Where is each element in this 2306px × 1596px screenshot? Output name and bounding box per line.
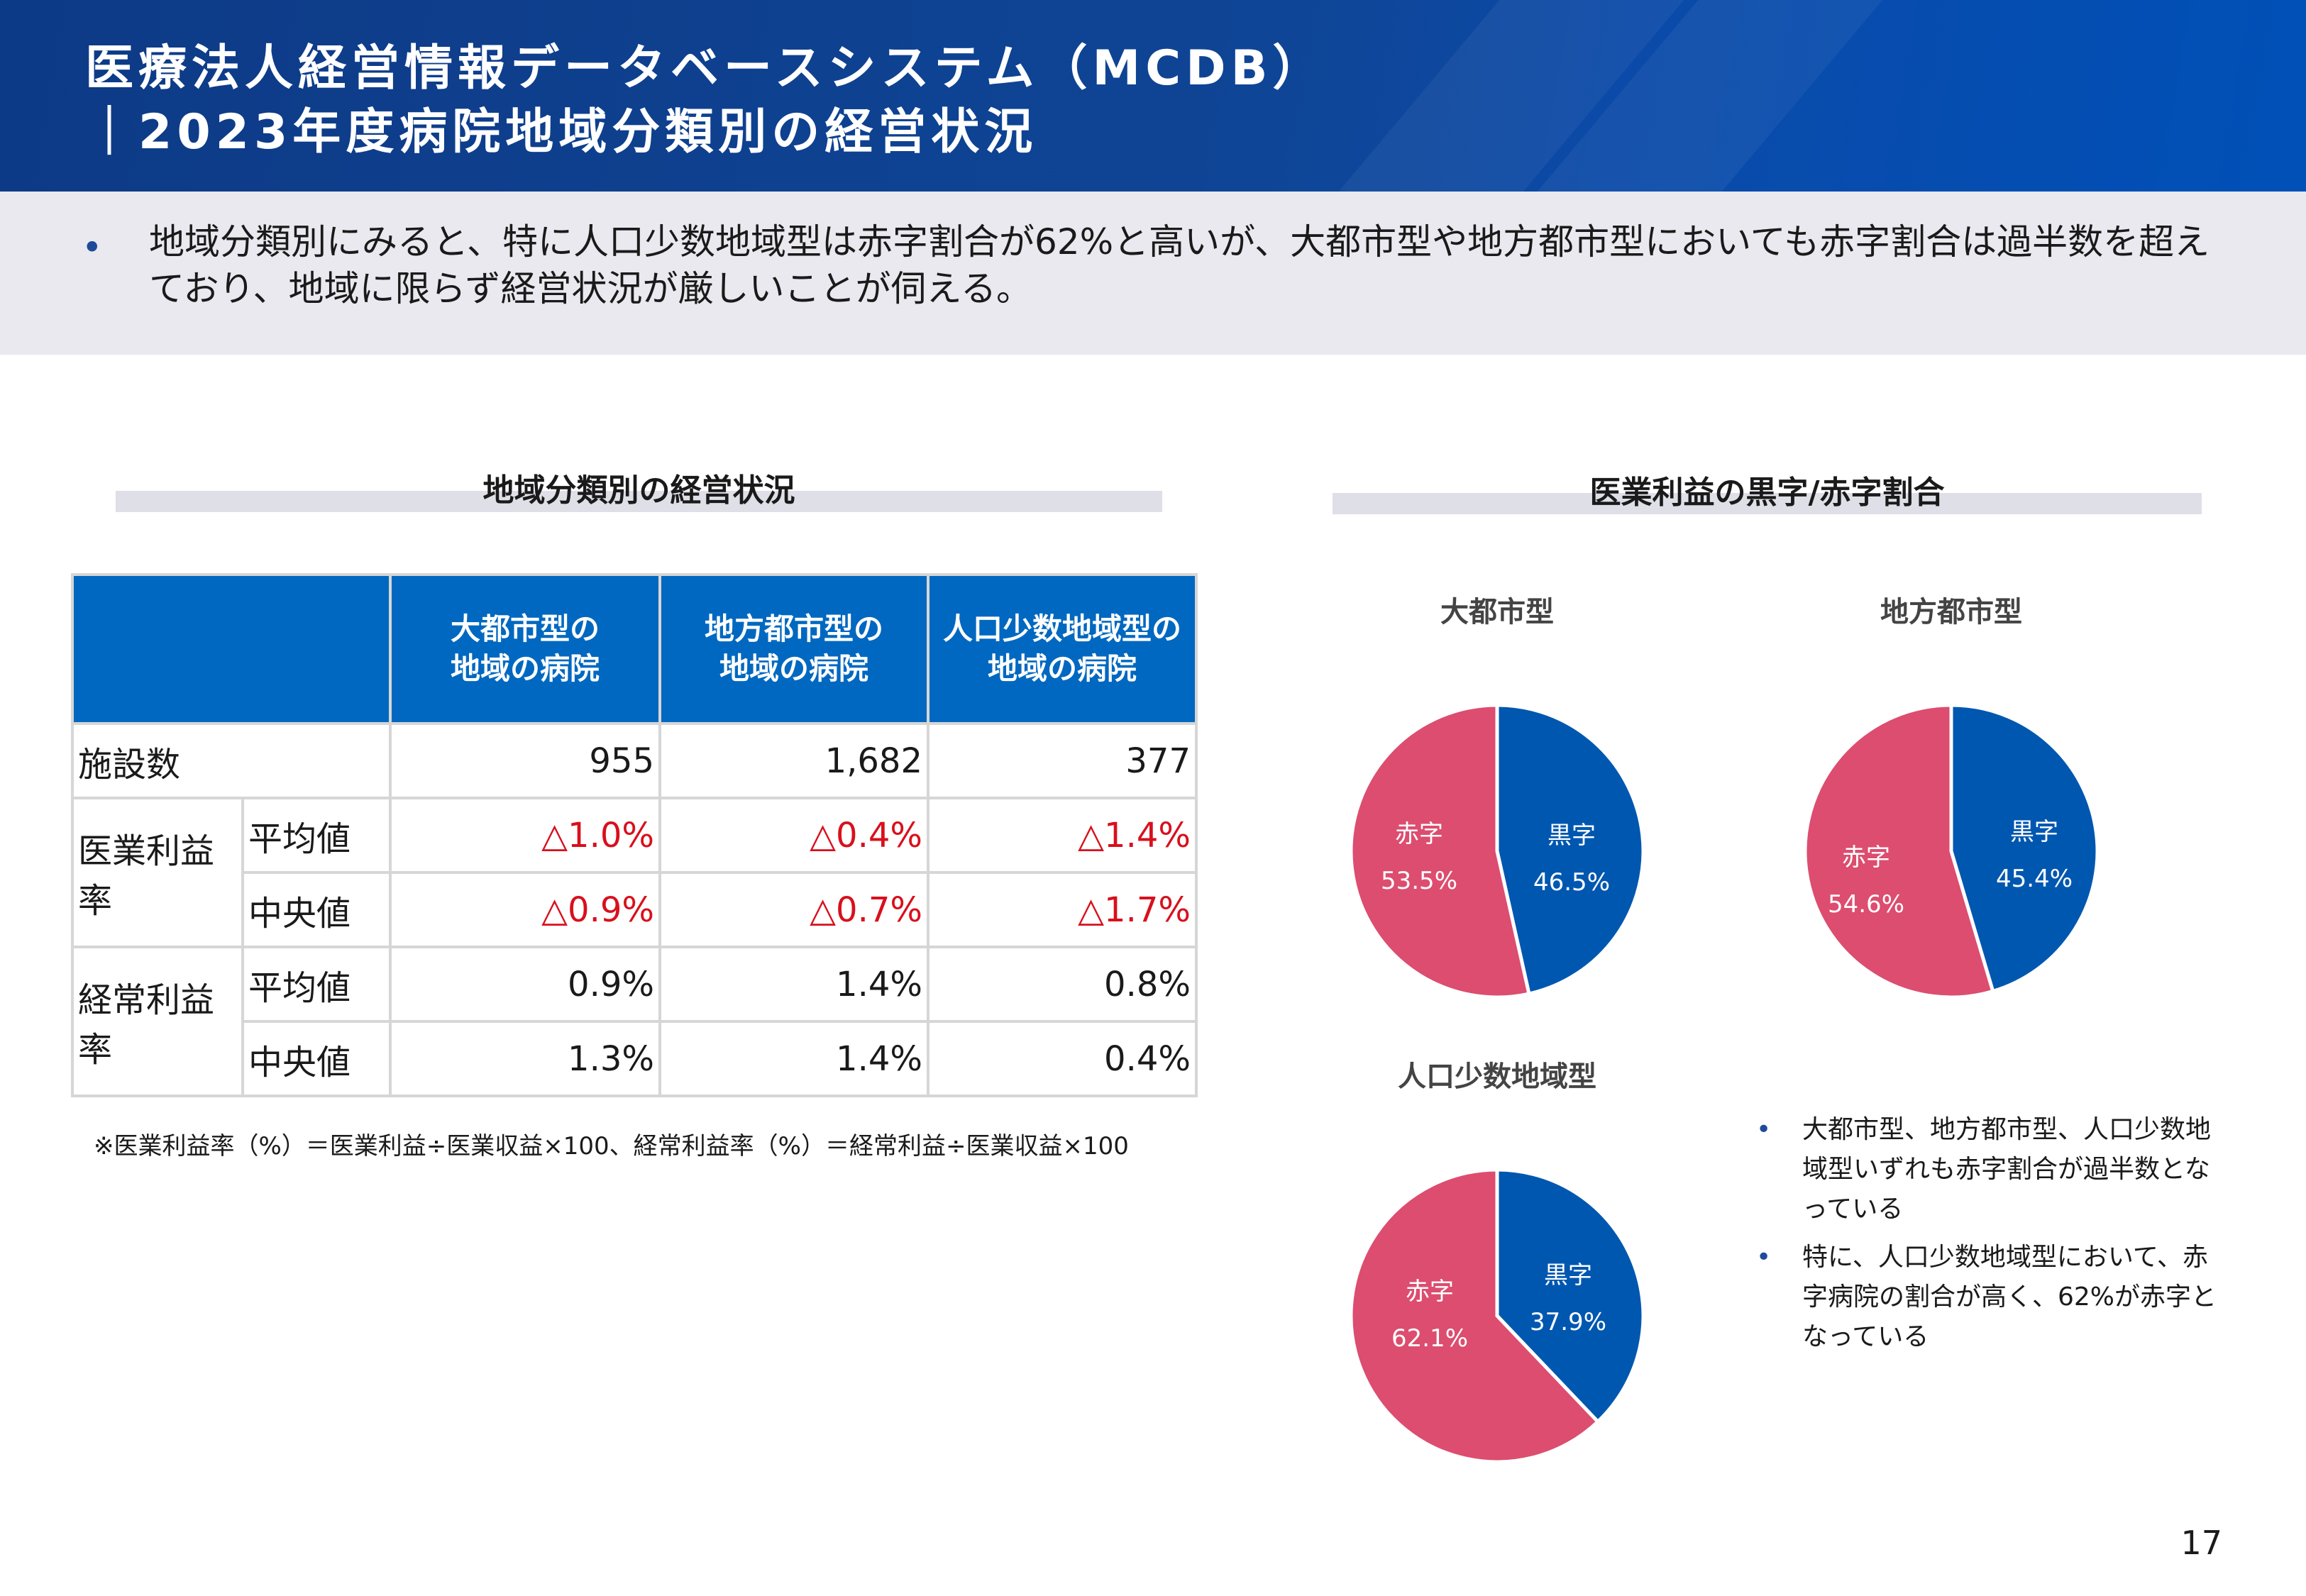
slice-value: 54.6% [1827, 890, 1904, 919]
summary-bullet: • [82, 227, 103, 268]
table-footnote: ※医業利益率（%）＝医業利益÷医業収益×100、経常利益率（%）＝経常利益÷医業… [94, 1132, 1129, 1160]
pie-slice-red [1349, 1168, 1601, 1464]
pie-chart-metro [1349, 703, 1645, 999]
pie-slice-red [1349, 703, 1531, 999]
table-row: 施設数 955 1,682 377 [71, 722, 1198, 799]
row-sublabel-avg: 平均値 [241, 946, 392, 1023]
row-label-facilities: 施設数 [71, 722, 392, 799]
slice-name: 赤字 [1406, 1278, 1454, 1306]
slice-name: 黒字 [2010, 818, 2058, 846]
pie-label-black: 黒字 46.5% [1501, 812, 1643, 906]
pie-chart-regional [1803, 703, 2100, 999]
cell-value: △1.0% [389, 797, 661, 874]
pie-title-metro: 大都市型 [1440, 596, 1554, 628]
cell-value: 0.9% [389, 946, 661, 1023]
header-banner: 医療法人経営情報データベースシステム（MCDB） ｜2023年度病院地域分類別の経… [0, 0, 2306, 192]
table-row: 中央値 1.3% 1.4% 0.4% [72, 1020, 1198, 1097]
header-line: 地域の病院 [450, 651, 600, 686]
note-item: • 特に、人口少数地域型において、赤字病院の割合が高く、62%が赤字となっている [1756, 1238, 2224, 1357]
header-line: 地域の病院 [987, 651, 1137, 686]
slice-value: 62.1% [1391, 1324, 1468, 1353]
cell-value: 377 [927, 722, 1198, 799]
summary-box: • 地域分類別にみると、特に人口少数地域型は赤字割合が62%と高いが、大都市型や… [0, 192, 2306, 355]
row-sublabel-median: 中央値 [241, 1020, 392, 1097]
slice-name: 黒字 [1548, 821, 1596, 850]
note-bullet: • [1756, 1115, 1772, 1144]
pie-section-title: 医業利益の黒字/赤字割合 [1589, 475, 1945, 511]
note-text: 特に、人口少数地域型において、赤字病院の割合が高く、62%が赤字となっている [1802, 1243, 2217, 1351]
slice-value: 46.5% [1533, 868, 1610, 897]
header-line: 人口少数地域型の [942, 611, 1181, 646]
header-line: 大都市型の [450, 611, 600, 646]
table-row: 医業利益率 平均値 △1.0% △0.4% △1.4% [71, 797, 1198, 948]
cell-value: 1.3% [389, 1020, 661, 1097]
row-sublabel-avg: 平均値 [241, 797, 392, 874]
slice-name: 赤字 [1842, 843, 1890, 872]
pie-section-bar [1333, 493, 2202, 514]
pie-label-red: 赤字 53.5% [1348, 811, 1490, 904]
summary-text: 地域分類別にみると、特に人口少数地域型は赤字割合が62%と高いが、大都市型や地方… [149, 221, 2210, 309]
pie-chart-depopulated [1349, 1168, 1645, 1464]
cell-value: △0.9% [389, 871, 661, 948]
pie-slice-black [1495, 1168, 1645, 1424]
note-item: • 大都市型、地方都市型、人口少数地域型いずれも赤字割合が過半数となっている [1756, 1110, 2224, 1229]
pie-slice-black [1495, 703, 1645, 997]
pie-notes: • 大都市型、地方都市型、人口少数地域型いずれも赤字割合が過半数となっている • 特… [1756, 1110, 2224, 1365]
row-label-op-margin: 医業利益率 [71, 797, 244, 948]
title-line-1: 医療法人経営情報データベースシステム（MCDB） [85, 40, 1326, 96]
cell-value: △1.4% [927, 797, 1198, 874]
slice-name: 赤字 [1395, 820, 1443, 848]
pie-title-depopulated: 人口少数地域型 [1398, 1060, 1596, 1093]
header-line: 地方都市型の [704, 611, 883, 646]
pie-label-black: 黒字 45.4% [1963, 809, 2105, 902]
pie-label-red: 赤字 54.6% [1795, 834, 1937, 928]
slice-value: 37.9% [1529, 1308, 1606, 1336]
cell-value: 0.8% [927, 946, 1198, 1023]
table-row: 経常利益率 平均値 0.9% 1.4% 0.8% [71, 946, 1198, 1097]
table-header-blank [71, 573, 392, 725]
page-title: 医療法人経営情報データベースシステム（MCDB） ｜2023年度病院地域分類別の経… [85, 37, 1325, 165]
cell-value: 0.4% [927, 1020, 1198, 1097]
table-section-title: 地域分類別の経営状況 [482, 472, 795, 509]
row-sublabel-median: 中央値 [241, 871, 392, 948]
row-label-ord-margin: 経常利益率 [71, 946, 244, 1097]
note-bullet: • [1756, 1243, 1772, 1272]
header-regional: 地方都市型の 地域の病院 [658, 573, 929, 725]
header-depopulated: 人口少数地域型の 地域の病院 [927, 573, 1198, 725]
pie-label-black: 黒字 37.9% [1497, 1252, 1639, 1346]
note-text: 大都市型、地方都市型、人口少数地域型いずれも赤字割合が過半数となっている [1802, 1115, 2212, 1224]
slice-value: 53.5% [1380, 867, 1457, 895]
cell-value: △1.7% [927, 871, 1198, 948]
pie-title-regional: 地方都市型 [1880, 596, 2022, 628]
slice-value: 45.4% [1995, 865, 2073, 893]
title-line-2: ｜2023年度病院地域分類別の経営状況 [85, 104, 1038, 160]
cell-value: △0.4% [658, 797, 929, 874]
pie-label-red: 赤字 62.1% [1359, 1268, 1501, 1362]
cell-value: 1.4% [658, 946, 929, 1023]
table-row: 中央値 △0.9% △0.7% △1.7% [72, 871, 1198, 948]
cell-value: 1.4% [658, 1020, 929, 1097]
management-table: 大都市型の 地域の病院 地方都市型の 地域の病院 人口少数地域型の 地域の病院 施設数… [71, 573, 1198, 1097]
cell-value: 1,682 [658, 722, 929, 799]
pie-slice-red [1803, 703, 1995, 999]
slice-name: 黒字 [1544, 1261, 1592, 1290]
header-line: 地域の病院 [719, 651, 868, 686]
page-number: 17 [2180, 1524, 2222, 1562]
pie-slice-black [1949, 703, 2100, 994]
header-metro: 大都市型の地域の病院 [389, 573, 661, 725]
cell-value: 955 [389, 722, 661, 799]
cell-value: △0.7% [658, 871, 929, 948]
table-section-bar [116, 491, 1162, 512]
table-header-row: 大都市型の 地域の病院 地方都市型の 地域の病院 人口少数地域型の 地域の病院 [71, 573, 1198, 725]
